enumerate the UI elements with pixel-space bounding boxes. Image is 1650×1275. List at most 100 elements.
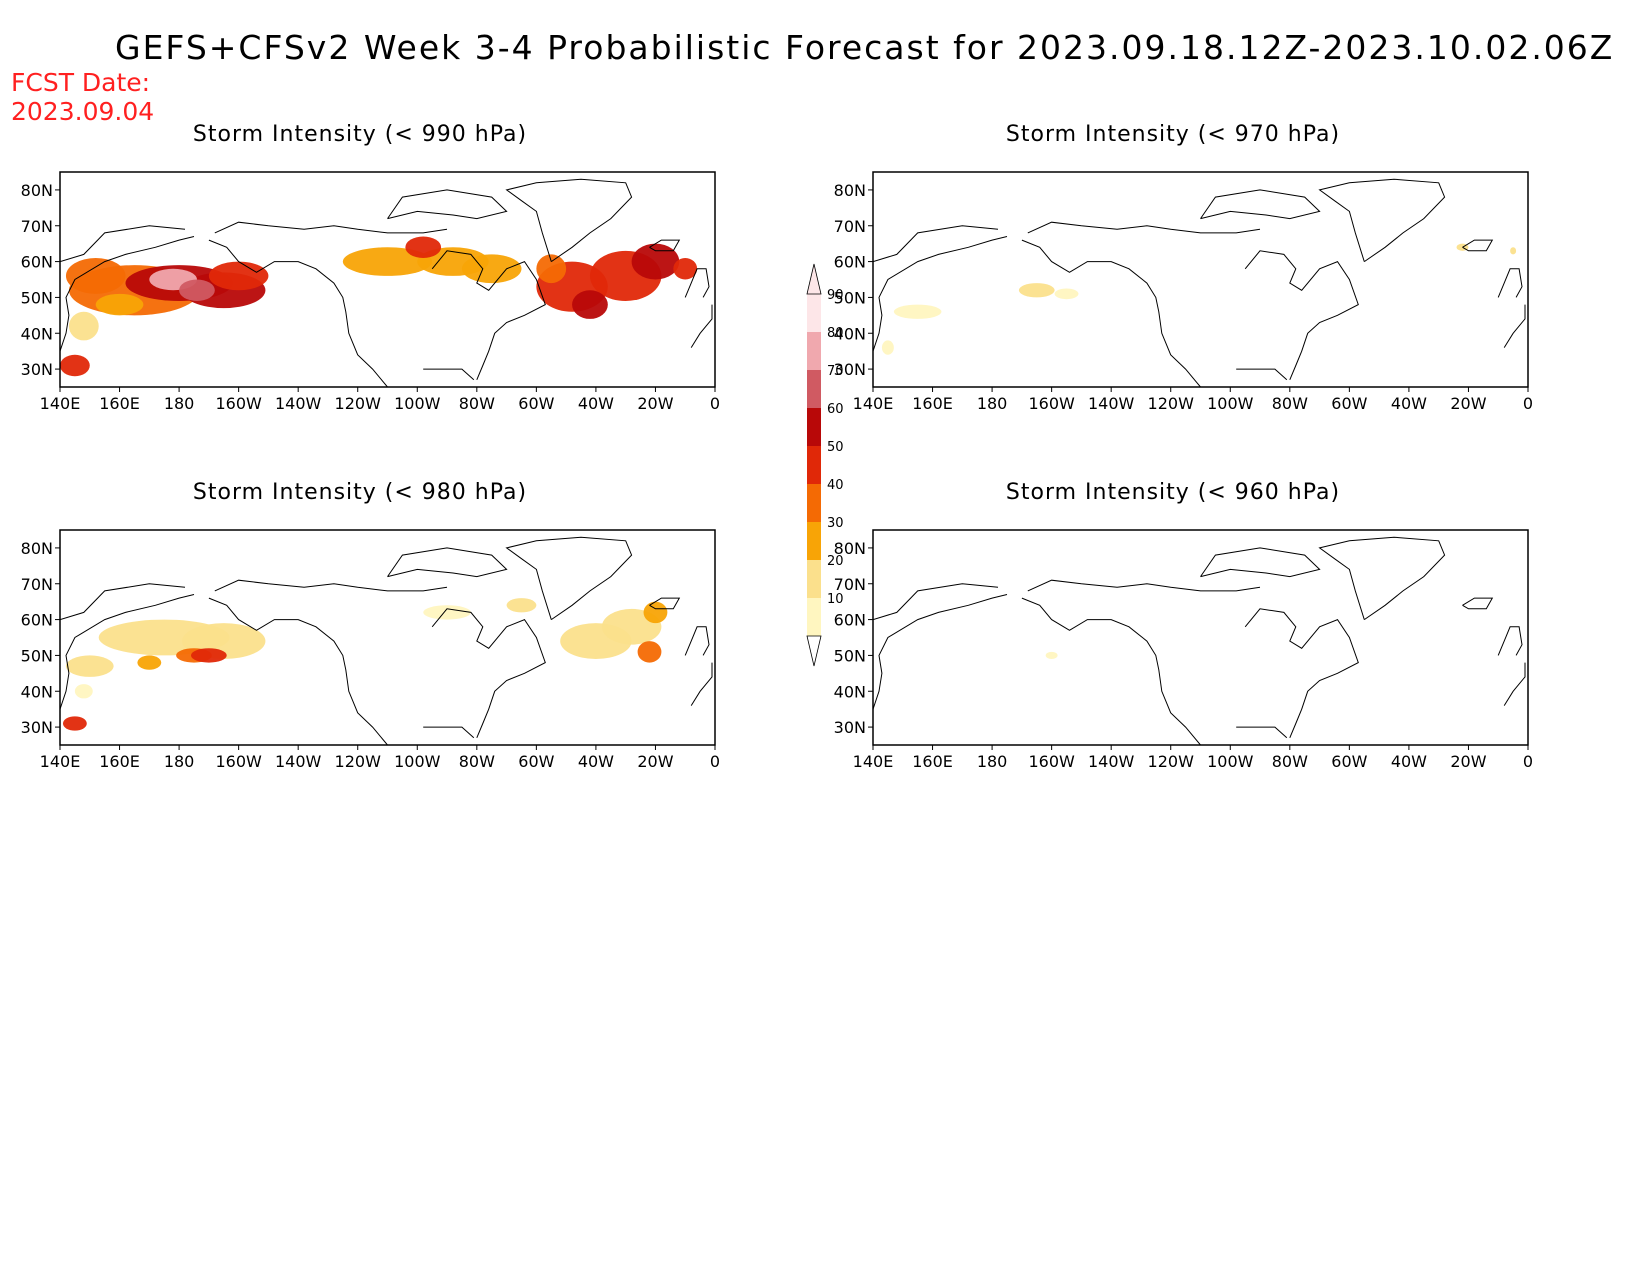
lat-label: 30N xyxy=(21,360,53,379)
coastline xyxy=(387,189,508,220)
coastline xyxy=(423,368,475,381)
coastline xyxy=(208,597,388,745)
colorbar-segment xyxy=(807,294,821,332)
lon-label: 140E xyxy=(853,394,894,413)
lon-label: 20W xyxy=(1450,752,1486,771)
map-970: 80N 70N 60N 50N 40N 30N 140E 160E 180 160W 140W 120… xyxy=(834,171,1533,413)
lon-label: 100W xyxy=(1207,752,1254,771)
coastline xyxy=(1318,178,1446,263)
coastline xyxy=(684,268,710,298)
coastline xyxy=(690,304,713,348)
panel-980: Storm Intensity (< 980 hPa) 80N 70N 60N 50N… xyxy=(10,480,770,780)
coastline xyxy=(1462,597,1494,610)
colorbar-segment xyxy=(807,598,821,636)
coastline xyxy=(1503,304,1526,348)
lat-label: 40N xyxy=(21,682,53,701)
lon-label: 120W xyxy=(335,394,382,413)
coastline xyxy=(505,178,633,263)
coastline xyxy=(1244,608,1359,738)
probability-area xyxy=(65,258,126,294)
lat-label: 50N xyxy=(834,646,866,665)
lon-label: 60W xyxy=(518,394,554,413)
lon-label: 140E xyxy=(853,752,894,771)
colorbar-segment xyxy=(807,484,821,522)
probability-area xyxy=(461,254,522,284)
panel-title-970: Storm Intensity (< 970 hPa) xyxy=(1005,122,1341,147)
colorbar-label: 70 xyxy=(827,364,844,379)
coastline xyxy=(1021,597,1201,745)
lon-label: 80W xyxy=(459,394,495,413)
coastline xyxy=(60,583,186,621)
coastline xyxy=(208,239,388,387)
lon-label: 180 xyxy=(977,752,1008,771)
coastline xyxy=(1318,536,1446,621)
coastline xyxy=(1244,250,1359,380)
probability-area xyxy=(60,354,90,377)
coastline xyxy=(1497,626,1523,656)
lon-label: 20W xyxy=(637,752,673,771)
lon-label: 0 xyxy=(710,394,720,413)
lon-label: 100W xyxy=(1207,394,1254,413)
lat-label: 30N xyxy=(21,718,53,737)
lon-label: 100W xyxy=(394,752,441,771)
colorbar-segment xyxy=(807,522,821,560)
probability-area xyxy=(643,601,668,624)
lon-label: 120W xyxy=(1148,394,1195,413)
forecast-date-value: 2023.09.04 xyxy=(11,97,155,126)
coastline xyxy=(873,236,1008,352)
lon-label: 140W xyxy=(275,752,322,771)
colorbar-label: 30 xyxy=(827,516,844,531)
lon-label: 40W xyxy=(1391,394,1427,413)
lat-label: 60N xyxy=(21,611,53,630)
probability-area xyxy=(405,236,442,258)
map-990: 80N 70N 60N 50N 40N 30N 140E 160E 180 160W 140W 120… xyxy=(21,171,720,413)
colorbar-segment xyxy=(807,408,821,446)
probability-area xyxy=(1510,247,1517,255)
lon-label: 60W xyxy=(518,752,554,771)
map-frame xyxy=(59,529,716,746)
probability-area xyxy=(137,655,162,670)
lon-label: 40W xyxy=(1391,752,1427,771)
lat-label: 40N xyxy=(834,324,866,343)
colorbar-segment xyxy=(807,370,821,408)
probability-area xyxy=(881,340,894,355)
coastline xyxy=(1462,239,1494,252)
probability-area xyxy=(1018,283,1055,298)
coastline xyxy=(214,221,448,234)
lat-label: 30N xyxy=(834,360,866,379)
lon-label: 40W xyxy=(578,394,614,413)
probability-area xyxy=(893,304,942,319)
lat-label: 70N xyxy=(21,217,53,236)
coastline xyxy=(60,236,195,352)
probability-area xyxy=(342,247,433,276)
lon-label: 60W xyxy=(1331,394,1367,413)
colorbar-top-arrow xyxy=(806,263,822,295)
panel-970: Storm Intensity (< 970 hPa) 80N 70N 60N 50N… xyxy=(823,122,1583,422)
probability-area xyxy=(74,684,93,699)
probability-area xyxy=(673,258,698,280)
lat-label: 40N xyxy=(21,324,53,343)
coastline xyxy=(1200,189,1321,220)
coastline xyxy=(60,594,195,710)
map-frame xyxy=(872,171,1529,388)
coastline xyxy=(505,536,633,621)
coastline xyxy=(1021,239,1201,387)
coastline xyxy=(1236,368,1288,381)
lon-label: 160W xyxy=(215,752,262,771)
colorbar-label: 20 xyxy=(827,554,844,569)
lon-label: 80W xyxy=(1272,752,1308,771)
probability-area xyxy=(208,261,269,291)
colorbar-segment xyxy=(807,446,821,484)
coastline xyxy=(431,608,546,738)
probability-area xyxy=(637,641,662,663)
map-frame xyxy=(872,529,1529,746)
lon-label: 160W xyxy=(215,394,262,413)
lat-label: 60N xyxy=(21,253,53,272)
coastline xyxy=(431,250,546,380)
coastline xyxy=(690,662,713,706)
lon-label: 160E xyxy=(912,752,953,771)
panel-990: Storm Intensity (< 990 hPa) 80N 70N 60N 50N… xyxy=(10,122,770,422)
lon-label: 140E xyxy=(40,752,81,771)
panel-title-990: Storm Intensity (< 990 hPa) xyxy=(192,122,528,147)
lat-label: 80N xyxy=(21,539,53,558)
